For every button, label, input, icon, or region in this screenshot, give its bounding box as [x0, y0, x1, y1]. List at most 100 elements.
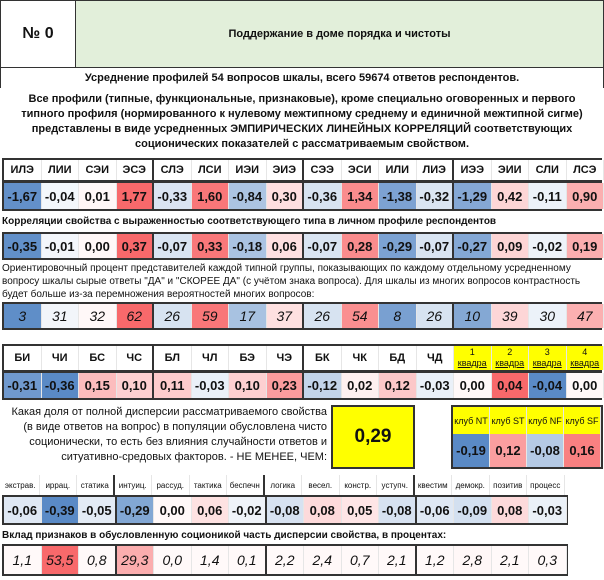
signs-header-row: экстрав. иррац. статика интуиц. рассуд. такти… — [2, 475, 566, 496]
functions-value-row: -0,31 -0,36 0,15 0,10 0,11 -0,03 0,10 0,23 -0,12… — [2, 371, 604, 400]
type-corr-value: -0,01 — [41, 234, 79, 258]
type-pct-value: 39 — [491, 304, 529, 328]
sign-label: квестим — [414, 475, 452, 496]
type-corr-value: 0,28 — [341, 234, 379, 258]
sign-label: логика — [264, 475, 302, 496]
quadra-label: 2 квадра — [491, 346, 529, 370]
type-corr-value: 0,09 — [491, 234, 529, 258]
quadra-label: 3 квадра — [529, 346, 567, 370]
types-corr-row: -0,35 -0,01 0,00 0,37 -0,07 0,33 -0,18 0,06 -0,0… — [2, 232, 604, 260]
function-value: -0,12 — [304, 373, 342, 398]
sign-value: -0,06 — [416, 497, 454, 523]
type-profile-value: 1,60 — [191, 183, 229, 209]
sign-label: рассуд. — [152, 475, 190, 496]
function-value: -0,03 — [191, 373, 229, 398]
sign-contrib-value: 0,0 — [154, 546, 192, 574]
function-value: -0,03 — [416, 373, 454, 398]
sign-label: интуиц. — [114, 475, 152, 496]
type-label: СЭЭ — [304, 160, 342, 180]
item-number: № 0 — [0, 0, 76, 68]
function-label: ЧС — [116, 346, 154, 370]
sign-contrib-value: 2,8 — [454, 546, 492, 574]
function-label: ЧД — [416, 346, 454, 370]
corr-label: Корреляции свойства с выраженностью соот… — [2, 216, 497, 227]
sign-value: -0,02 — [229, 497, 267, 523]
quadra-label-part: квадра — [570, 358, 600, 368]
sign-label: процесс — [527, 475, 565, 496]
type-profile-value: 0,42 — [491, 183, 529, 209]
sign-label: уступч. — [377, 475, 415, 496]
type-profile-value: -1,38 — [379, 183, 417, 209]
type-pct-value: 62 — [116, 304, 154, 328]
type-label: ИЛИ — [379, 160, 417, 180]
sign-contrib-value: 1,4 — [191, 546, 229, 574]
function-value: -0,31 — [4, 373, 42, 398]
contrib-label: Вклад признаков в обусловленную соционик… — [2, 530, 447, 541]
quadra-label: 4 квадра — [566, 346, 604, 370]
sign-label: тактика — [189, 475, 227, 496]
type-profile-value: -0,36 — [304, 183, 342, 209]
sign-label: иррац. — [39, 475, 77, 496]
sign-label: беспечн — [227, 475, 265, 496]
sign-label: позитив — [489, 475, 527, 496]
sign-label: демокр. — [452, 475, 490, 496]
club-value: -0,08 — [527, 434, 564, 467]
type-label: ЭСЭ — [116, 160, 154, 180]
type-label: ИЭЭ — [454, 160, 492, 180]
type-profile-value: -1,67 — [4, 183, 42, 209]
club-label: клуб NT — [453, 407, 490, 434]
type-pct-value: 31 — [41, 304, 79, 328]
function-label: БИ — [4, 346, 42, 370]
clubs-header-row: клуб NT клуб ST клуб NF клуб SF — [453, 407, 601, 434]
type-profile-value: -0,33 — [154, 183, 192, 209]
type-pct-value: 54 — [341, 304, 379, 328]
sign-value: -0,08 — [266, 497, 304, 523]
function-label: ЧК — [341, 346, 379, 370]
type-pct-value: 30 — [529, 304, 567, 328]
sign-value: -0,09 — [454, 497, 492, 523]
sign-contrib-value: 29,3 — [116, 546, 154, 574]
type-profile-value: 0,90 — [566, 183, 604, 209]
sign-value: -0,06 — [4, 497, 42, 523]
club-value: 0,12 — [490, 434, 527, 467]
item-title: Поддержание в доме порядка и чистоты — [75, 0, 604, 68]
quadra-label-part: 1 — [469, 347, 475, 357]
sign-contrib-value: 2,1 — [379, 546, 417, 574]
type-pct-value: 59 — [191, 304, 229, 328]
dispersion-text: Какая доля от полной дисперсии рассматри… — [11, 406, 327, 463]
sign-label: статика — [77, 475, 115, 496]
type-corr-value: -0,07 — [304, 234, 342, 258]
sign-contrib-value: 2,2 — [266, 546, 304, 574]
sign-value: -0,03 — [529, 497, 567, 523]
type-profile-value: -0,32 — [416, 183, 454, 209]
club-label: клуб ST — [490, 407, 527, 434]
type-corr-value: 0,33 — [191, 234, 229, 258]
functions-header-row: БИ ЧИ БС ЧС БЛ ЧЛ БЭ ЧЭ БК ЧК БД ЧД 1 квадра 2 квадра 3 к… — [2, 344, 604, 372]
sign-value: 0,00 — [154, 497, 192, 523]
types-profile-row: -1,67 -0,04 0,01 1,77 -0,33 1,60 -0,84 0,30 -0,3… — [2, 181, 604, 211]
sign-contrib-value: 2,4 — [304, 546, 342, 574]
type-label: ЭСИ — [341, 160, 379, 180]
type-label: СЛЭ — [154, 160, 192, 180]
quadra-value: 0,00 — [566, 373, 604, 398]
quadra-label: 1 квадра — [454, 346, 492, 370]
sign-label: констр. — [339, 475, 377, 496]
sign-value: 0,05 — [341, 497, 379, 523]
type-pct-value: 26 — [154, 304, 192, 328]
function-value: 0,15 — [79, 373, 117, 398]
sign-value: -0,29 — [116, 497, 154, 523]
type-label: ИЭИ — [229, 160, 267, 180]
type-profile-value: 1,34 — [341, 183, 379, 209]
type-corr-value: 0,06 — [266, 234, 304, 258]
type-label: СЛИ — [529, 160, 567, 180]
quadra-value: -0,04 — [529, 373, 567, 398]
sign-contrib-value: 0,7 — [341, 546, 379, 574]
signs-contrib-row: 1,1 53,5 0,8 29,3 0,0 1,4 0,1 2,2 2,4 0,7 2,1 1,2 2,… — [2, 544, 568, 576]
club-value: 0,16 — [564, 434, 601, 467]
type-corr-value: 0,00 — [79, 234, 117, 258]
function-label: БД — [379, 346, 417, 370]
type-corr-value: -0,07 — [416, 234, 454, 258]
club-label: клуб SF — [564, 407, 601, 434]
function-value: -0,36 — [41, 373, 79, 398]
type-label: ЛСИ — [191, 160, 229, 180]
